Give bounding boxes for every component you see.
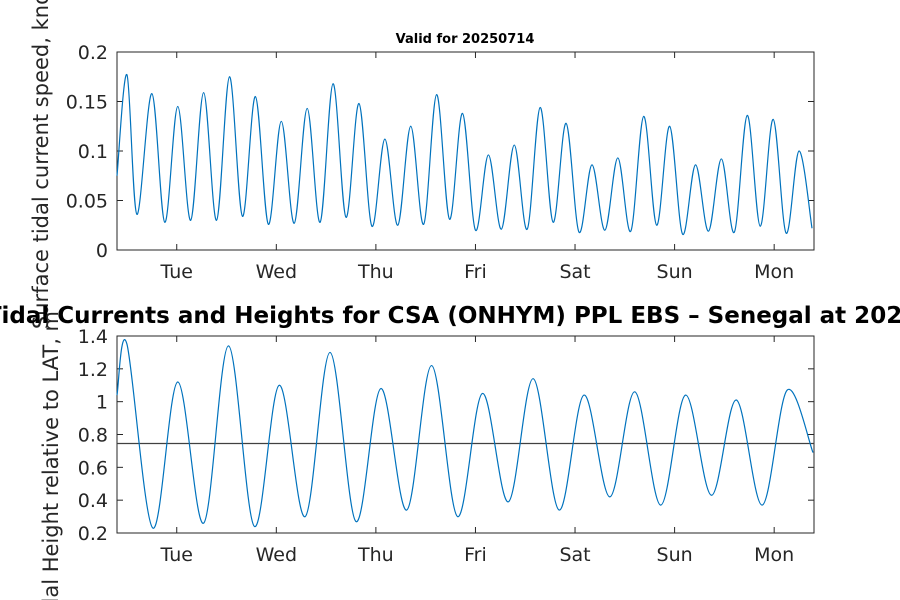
tidal-height-x-tick-label: Sat [559, 544, 590, 566]
tidal-height-x-tick-label: Sun [657, 544, 693, 566]
tidal-height-series-line [116, 339, 814, 529]
current-speed-y-tick-label: 0.05 [66, 191, 108, 213]
current-speed-y-tick-label: 0 [96, 240, 108, 262]
current-speed-y-tick-label: 0.1 [78, 141, 108, 163]
tidal-height-x-tick-label: Mon [754, 544, 794, 566]
tidal-height-y-tick-label: 1.2 [78, 359, 108, 381]
current-speed-series-line [116, 74, 813, 235]
current-speed-title: Valid for 20250714 [396, 32, 535, 47]
tidal-height-y-tick-label: 0.2 [78, 523, 108, 545]
current-speed-axes-box [116, 51, 815, 251]
tidal-height-ticks: 0.2 0.4 0.6 0.8 1 1.2 1.4 Tue Wed Thu Fri Sat Sun Mon [78, 326, 814, 566]
current-speed-y-tick-label: 0.15 [66, 92, 108, 114]
tidal-height-y-tick-label: 0.8 [78, 425, 108, 447]
current-speed-plot-area [116, 74, 813, 235]
tidal-height-x-tick-label: Tue [160, 544, 193, 566]
tidal-height-y-axis-label: Tidal Height relative to LAT, m [39, 311, 63, 600]
tidal-height-x-tick-label: Fri [464, 544, 487, 566]
current-speed-x-tick-label: Tue [160, 261, 193, 283]
current-speed-x-tick-label: Sat [559, 261, 590, 283]
current-speed-x-tick-label: Mon [754, 261, 794, 283]
tidal-height-y-tick-label: 0.6 [78, 457, 108, 479]
tidal-height-y-tick-label: 1 [96, 392, 108, 414]
current-speed-panel: Valid for 20250714 0 0.05 0.1 0.15 0.2 Tue Wed… [29, 0, 815, 329]
tidal-height-panel: Tidal Currents and Heights for CSA (ONHY… [0, 303, 900, 600]
current-speed-x-tick-label: Sun [657, 261, 693, 283]
current-speed-ticks: 0 0.05 0.1 0.15 0.2 Tue Wed Thu Fri Sat Sun Mon [66, 42, 814, 283]
current-speed-x-tick-label: Wed [256, 261, 297, 283]
tidal-height-y-tick-label: 1.4 [78, 326, 108, 348]
current-speed-x-tick-label: Thu [357, 261, 394, 283]
tidal-height-x-tick-label: Wed [256, 544, 297, 566]
current-speed-y-axis-label: Surface tidal current speed, knots [29, 0, 53, 329]
tidal-height-title: Tidal Currents and Heights for CSA (ONHY… [0, 303, 900, 329]
current-speed-y-tick-label: 0.2 [78, 42, 108, 64]
tidal-height-axes-box [116, 335, 815, 534]
tidal-height-plot-area [116, 339, 814, 529]
tidal-height-x-tick-label: Thu [357, 544, 394, 566]
tidal-height-y-tick-label: 0.4 [78, 490, 108, 512]
current-speed-x-tick-label: Fri [464, 261, 487, 283]
